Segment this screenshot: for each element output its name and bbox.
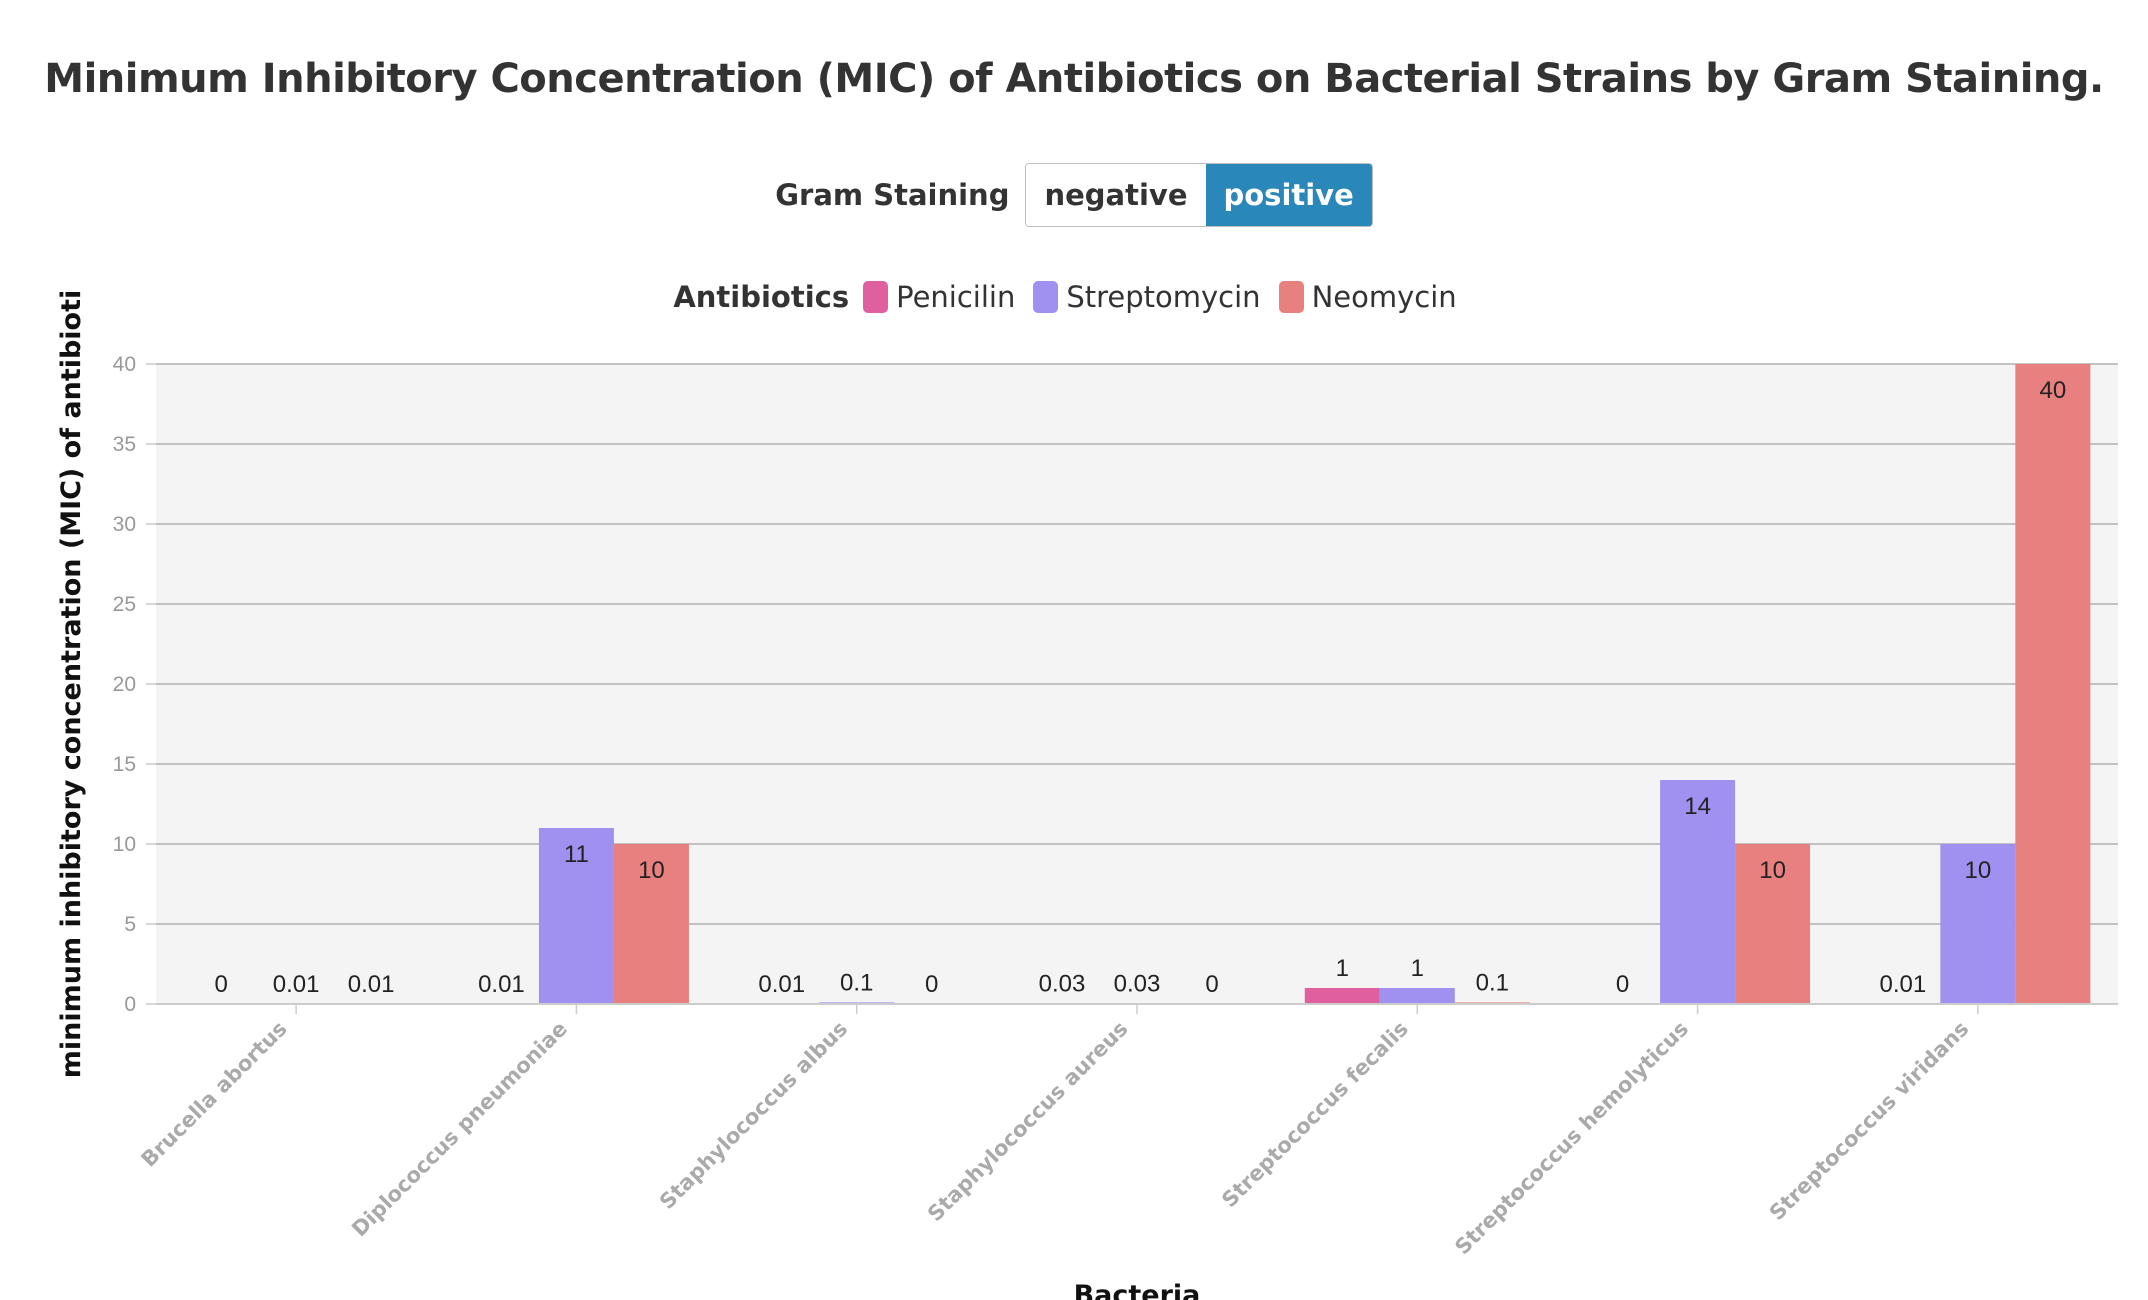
toggle-positive-button[interactable]: positive bbox=[1205, 164, 1372, 226]
data-label: 0.03 bbox=[1039, 971, 1086, 998]
legend-swatch-neomycin bbox=[1278, 281, 1304, 313]
data-label: 0 bbox=[925, 971, 938, 998]
data-label: 0 bbox=[1616, 971, 1629, 998]
data-label: 0.01 bbox=[348, 971, 395, 998]
bar-penicilin[interactable] bbox=[1304, 988, 1380, 1004]
bar-neomycin[interactable] bbox=[2015, 364, 2091, 1004]
y-tick-label: 15 bbox=[113, 753, 136, 776]
gram-staining-filter: Gram Staining negative positive bbox=[0, 163, 2148, 227]
data-label: 14 bbox=[1684, 793, 1711, 820]
bar-streptomycin[interactable] bbox=[1379, 988, 1455, 1004]
y-tick-label: 20 bbox=[113, 673, 136, 696]
data-label: 0.1 bbox=[1476, 969, 1509, 996]
y-axis-ticks: 0 5 10 15 20 25 30 35 40 bbox=[113, 353, 156, 1016]
x-tick-label: Staphylococcus albus bbox=[655, 1017, 852, 1214]
chart-title: Minimum Inhibitory Concentration (MIC) o… bbox=[44, 56, 2104, 102]
data-label: 10 bbox=[1965, 857, 1992, 884]
toggle-negative-button[interactable]: negative bbox=[1026, 164, 1206, 226]
data-label: 0 bbox=[1205, 971, 1218, 998]
data-label: 10 bbox=[1759, 857, 1786, 884]
y-tick-label: 25 bbox=[113, 593, 136, 616]
data-label: 1 bbox=[1336, 955, 1349, 982]
x-tick-label: Brucella abortus bbox=[137, 1017, 292, 1172]
x-tick-label: Staphylococcus aureus bbox=[923, 1017, 1133, 1227]
legend-item-penicilin[interactable]: Penicilin bbox=[863, 280, 1015, 314]
y-tick-label: 10 bbox=[113, 833, 136, 856]
data-label: 0 bbox=[214, 971, 227, 998]
data-label: 0.03 bbox=[1114, 971, 1161, 998]
data-label: 40 bbox=[2040, 377, 2067, 404]
x-axis-title: Bacteria bbox=[1074, 1280, 1201, 1300]
data-label: 0.1 bbox=[840, 969, 873, 996]
legend-item-neomycin[interactable]: Neomycin bbox=[1278, 280, 1457, 314]
x-tick-label: Streptococcus fecalis bbox=[1217, 1017, 1413, 1213]
data-label: 10 bbox=[638, 857, 665, 884]
legend-title: Antibiotics bbox=[673, 280, 850, 314]
y-tick-label: 35 bbox=[113, 433, 136, 456]
data-label: 0.01 bbox=[273, 971, 320, 998]
bar-streptomycin[interactable] bbox=[538, 828, 614, 1004]
bar-neomycin[interactable] bbox=[1735, 844, 1811, 1004]
x-tick-label: Diplococcus pneumoniae bbox=[347, 1017, 572, 1242]
legend-label-streptomycin: Streptomycin bbox=[1066, 280, 1261, 314]
legend-label-neomycin: Neomycin bbox=[1311, 280, 1457, 314]
y-tick-label: 30 bbox=[113, 513, 136, 536]
legend: Antibiotics Penicilin Streptomycin Neomy… bbox=[0, 277, 2148, 317]
gram-staining-toggle: negative positive bbox=[1025, 163, 1373, 227]
y-tick-label: 0 bbox=[124, 993, 136, 1016]
legend-swatch-penicilin bbox=[863, 281, 889, 313]
data-label: 0.01 bbox=[478, 971, 525, 998]
data-label: 1 bbox=[1411, 955, 1424, 982]
bar-streptomycin[interactable] bbox=[1940, 844, 2016, 1004]
legend-swatch-streptomycin bbox=[1033, 281, 1059, 313]
data-label: 0.01 bbox=[758, 971, 805, 998]
bar-streptomycin[interactable] bbox=[1660, 780, 1736, 1004]
y-axis-title: minimum inhibitory concentration (MIC) o… bbox=[56, 290, 87, 1079]
bar-neomycin[interactable] bbox=[613, 844, 689, 1004]
y-tick-label: 5 bbox=[124, 913, 136, 936]
filter-label: Gram Staining bbox=[775, 178, 1010, 212]
x-axis-ticks: Brucella abortus Diplococcus pneumoniae St… bbox=[137, 1003, 2118, 1260]
y-tick-label: 40 bbox=[113, 353, 136, 376]
bar-series bbox=[183, 364, 2091, 1005]
x-tick-label: Streptococcus hemolyticus bbox=[1450, 1017, 1693, 1260]
data-label: 0.01 bbox=[1879, 971, 1926, 998]
legend-label-penicilin: Penicilin bbox=[896, 280, 1016, 314]
data-label: 11 bbox=[564, 841, 589, 868]
legend-item-streptomycin[interactable]: Streptomycin bbox=[1033, 280, 1261, 314]
x-tick-label: Streptococcus viridans bbox=[1765, 1017, 1974, 1226]
